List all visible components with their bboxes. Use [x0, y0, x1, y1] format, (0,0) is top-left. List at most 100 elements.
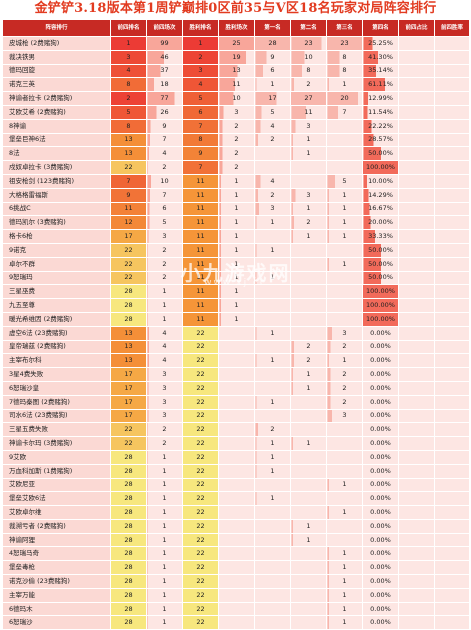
table-cell: 1 [290, 201, 327, 217]
table-row: 九五至尊 28 1 11 1 100.00% [2, 298, 470, 313]
table-cell: 22 [182, 477, 219, 493]
table-cell: 1 [290, 518, 327, 534]
table-cell: 22 [182, 339, 219, 355]
table-cell [218, 601, 255, 617]
table-cell [254, 298, 291, 313]
table-cell: 2 [326, 394, 363, 410]
table-cell [434, 518, 470, 534]
table-cell: 22 [182, 518, 219, 534]
table-cell [254, 160, 291, 175]
table-cell: 9 [254, 49, 291, 65]
table-cell: 11 [182, 215, 219, 231]
table-cell [398, 187, 435, 203]
table-cell: 13 [110, 339, 147, 355]
table-header-row: 阵容排行 前四排名 前四场次 胜利排名 胜利场次 第一名 第二名 第三名 第四名… [2, 19, 470, 37]
table-cell [434, 146, 470, 162]
table-cell: 1 [182, 36, 219, 51]
table-cell [434, 298, 470, 313]
table-cell: 1 [326, 546, 363, 562]
table-cell: 22 [182, 436, 219, 451]
table-cell: 17 [110, 367, 147, 382]
table-cell [290, 587, 327, 603]
lineup-name: 虚空6法 (23费赌狗) [2, 325, 111, 341]
table-cell: 13 [110, 325, 147, 341]
table-cell: 12.99% [362, 91, 399, 106]
lineup-name: 4恕瑞马奇 [2, 546, 111, 562]
table-row: 裁决铁男 3 46 2 19 9 10 8 41.30% [2, 49, 470, 65]
table-row: 9恕瑞玛 22 2 11 1 1 50.00% [2, 270, 470, 286]
table-cell: 22 [182, 532, 219, 548]
table-cell: 50.00% [362, 146, 399, 162]
table-cell: 1 [326, 477, 363, 493]
table-cell: 4 [182, 77, 219, 93]
table-cell: 25 [218, 36, 255, 51]
table-cell: 22 [182, 380, 219, 396]
table-cell: 0.00% [362, 367, 399, 382]
lineup-name: 主宰布尔科 [2, 353, 111, 369]
table-row: 神谕者拉卡 (2费赌狗) 2 77 5 10 17 27 20 12.99% [2, 91, 470, 106]
table-cell: 0.00% [362, 505, 399, 520]
table-cell: 13 [110, 132, 147, 148]
table-cell [398, 242, 435, 258]
table-cell [254, 601, 291, 617]
table-cell: 17 [110, 229, 147, 244]
table-cell: 4 [146, 325, 183, 341]
table-cell: 22 [182, 367, 219, 382]
table-cell: 28 [110, 587, 147, 603]
table-cell: 2 [146, 422, 183, 438]
table-cell [254, 518, 291, 534]
table-cell [398, 298, 435, 313]
table-cell [434, 77, 470, 93]
table-row: 三星巫费 28 1 11 1 100.00% [2, 284, 470, 300]
table-cell: 2 [182, 49, 219, 65]
table-cell: 3 [146, 380, 183, 396]
lineup-name: 万血科加斯 (1费赌狗) [2, 463, 111, 479]
table-cell [218, 449, 255, 465]
table-cell: 7 [110, 173, 147, 189]
table-cell: 13 [110, 146, 147, 162]
page-title: 金铲铲3.18版本第1周铲巅排0区前35与V区18名玩家对局阵容排行 [34, 1, 437, 16]
table-row: 堡垒艾欧6法 28 1 22 1 0.00% [2, 491, 470, 507]
table-cell: 2 [218, 118, 255, 134]
table-cell: 23 [290, 36, 327, 51]
table-cell: 22.22% [362, 118, 399, 134]
table-cell: 22 [182, 560, 219, 576]
table-body: 皮城枪 (2费赌狗) 1 99 1 25 28 23 23 25.25% 裁决铁男 3 46 2 19 9 1… [2, 36, 470, 630]
table-row: 艾欧卓尔维 28 1 22 1 0.00% [2, 505, 470, 520]
lineup-name: 6恕瑞沙皇 [2, 380, 111, 396]
lineup-name: 7德玛秦图 (2费赌狗) [2, 394, 111, 410]
table-cell [434, 118, 470, 134]
table-cell [434, 311, 470, 327]
lineup-name: 裁决铁男 [2, 49, 111, 65]
table-cell: 1 [326, 215, 363, 231]
table-row: 皮城枪 (2费赌狗) 1 99 1 25 28 23 23 25.25% [2, 36, 470, 51]
header-cell: 第一名 [254, 19, 291, 37]
table-row: 7德玛秦图 (2费赌狗) 17 3 22 1 2 0.00% [2, 394, 470, 410]
table-cell [254, 546, 291, 562]
table-cell [434, 215, 470, 231]
table-cell [290, 560, 327, 576]
table-cell: 50.00% [362, 270, 399, 286]
table-row: 虚空6法 (23费赌狗) 13 4 22 1 3 0.00% [2, 325, 470, 341]
table-cell: 0.00% [362, 449, 399, 465]
lineup-name: 主宰万能 [2, 587, 111, 603]
table-cell [398, 436, 435, 451]
lineup-name: 神谕阿狸 [2, 532, 111, 548]
lineup-name: 卓尔不群 [2, 256, 111, 272]
table-cell [254, 532, 291, 548]
table-cell: 28 [110, 284, 147, 300]
table-cell [398, 587, 435, 603]
table-cell [326, 463, 363, 479]
table-cell: 1 [146, 587, 183, 603]
table-cell: 1 [146, 532, 183, 548]
table-cell [254, 560, 291, 576]
table-cell [218, 587, 255, 603]
lineup-name: 6德玛木 [2, 601, 111, 617]
table-cell [434, 367, 470, 382]
table-cell [398, 601, 435, 617]
table-cell [218, 505, 255, 520]
table-cell: 28 [110, 532, 147, 548]
table-cell: 3 [290, 118, 327, 134]
table-cell: 77 [146, 91, 183, 106]
table-cell: 1 [290, 367, 327, 382]
